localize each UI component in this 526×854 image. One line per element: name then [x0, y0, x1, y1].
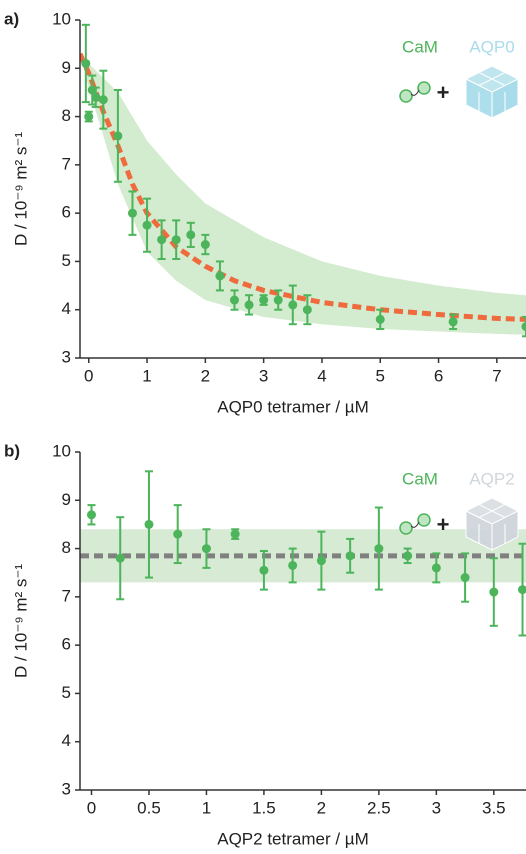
data-point — [91, 92, 101, 102]
cam-icon — [399, 513, 431, 535]
annotation: AQP0 — [469, 37, 514, 56]
data-point — [84, 112, 94, 122]
data-point — [173, 529, 183, 539]
cube-edge — [478, 504, 506, 518]
y-tick-label: 8 — [62, 538, 71, 557]
x-tick-label: 6 — [434, 366, 443, 385]
y-tick-label: 9 — [62, 58, 71, 77]
x-tick-label: 1 — [142, 366, 151, 385]
cam-lobe — [417, 513, 431, 527]
y-tick-label: 5 — [62, 683, 71, 702]
y-tick-label: 5 — [62, 251, 71, 270]
annotation: AQP2 — [469, 469, 514, 488]
data-point — [81, 58, 91, 68]
x-tick-label: 5 — [376, 366, 385, 385]
y-tick-label: 9 — [62, 490, 71, 509]
x-tick-label: 7 — [492, 366, 501, 385]
data-point — [113, 131, 123, 141]
data-point — [316, 556, 326, 566]
cam-lobe — [399, 89, 413, 103]
data-point — [98, 95, 108, 105]
data-point — [230, 529, 240, 539]
data-point — [259, 295, 269, 305]
data-point — [127, 208, 137, 218]
x-tick-label: 2.5 — [367, 798, 391, 817]
x-tick-label: 2 — [201, 366, 210, 385]
data-point — [521, 322, 526, 332]
cam-linker — [410, 89, 420, 96]
y-tick-label: 8 — [62, 106, 71, 125]
data-point — [144, 519, 154, 529]
data-point — [186, 230, 196, 240]
fit-line — [80, 52, 526, 322]
x-tick-label: 3.5 — [482, 798, 506, 817]
x-tick-label: 2 — [317, 798, 326, 817]
data-point — [302, 305, 312, 315]
data-point — [288, 300, 298, 310]
protein-cube — [464, 497, 520, 551]
data-point — [215, 271, 225, 281]
y-axis-label: D / 10⁻⁹ m² s⁻¹ — [11, 132, 30, 246]
plus-sign: + — [437, 512, 450, 537]
data-point — [518, 585, 526, 595]
confidence-band — [80, 53, 526, 335]
data-point — [157, 235, 167, 245]
y-axis-label: D / 10⁻⁹ m² s⁻¹ — [11, 564, 30, 678]
x-tick-label: 1 — [202, 798, 211, 817]
cam-lobe — [399, 521, 413, 535]
x-axis-label: AQP0 tetramer / µM — [217, 397, 369, 416]
x-tick-label: 0 — [84, 366, 93, 385]
data-point — [273, 295, 283, 305]
cam-lobe — [417, 81, 431, 95]
data-point — [86, 510, 96, 520]
data-point — [171, 235, 181, 245]
y-tick-label: 4 — [62, 731, 71, 750]
x-tick-label: 4 — [317, 366, 326, 385]
legend-label: CaM — [402, 469, 438, 488]
x-tick-label: 1.5 — [252, 798, 276, 817]
y-tick-label: 6 — [62, 203, 71, 222]
y-tick-label: 10 — [52, 9, 71, 28]
data-point — [288, 560, 298, 570]
confidence-band — [80, 529, 526, 583]
y-tick-label: 3 — [62, 347, 71, 366]
data-point — [374, 544, 384, 554]
data-point — [115, 553, 125, 563]
data-point — [345, 551, 355, 561]
y-tick-label: 3 — [62, 779, 71, 798]
legend-label: CaM — [402, 37, 438, 56]
data-point — [375, 314, 385, 324]
y-tick-label: 10 — [52, 441, 71, 460]
data-point — [244, 300, 254, 310]
y-tick-label: 7 — [62, 586, 71, 605]
x-tick-label: 3 — [259, 366, 268, 385]
cam-icon — [399, 81, 431, 103]
data-point — [448, 317, 458, 327]
data-point — [201, 544, 211, 554]
x-axis-label: AQP2 tetramer / µM — [217, 829, 369, 848]
panel-label: a) — [4, 9, 19, 28]
x-tick-label: 0 — [87, 798, 96, 817]
protein-cube — [464, 65, 520, 119]
x-tick-label: 3 — [432, 798, 441, 817]
cube-edge — [478, 72, 506, 86]
y-tick-label: 6 — [62, 635, 71, 654]
panel-label: b) — [4, 441, 20, 460]
y-tick-label: 7 — [62, 154, 71, 173]
data-point — [403, 551, 413, 561]
x-tick-label: 0.5 — [137, 798, 161, 817]
y-tick-label: 4 — [62, 299, 71, 318]
plus-sign: + — [437, 80, 450, 105]
data-point — [142, 220, 152, 230]
data-point — [431, 563, 441, 573]
data-point — [200, 240, 210, 250]
plot-area — [80, 23, 526, 338]
plot-area — [80, 470, 526, 637]
data-point — [229, 295, 239, 305]
cam-linker — [410, 521, 420, 528]
data-point — [460, 573, 470, 583]
data-point — [259, 565, 269, 575]
data-point — [489, 587, 499, 597]
